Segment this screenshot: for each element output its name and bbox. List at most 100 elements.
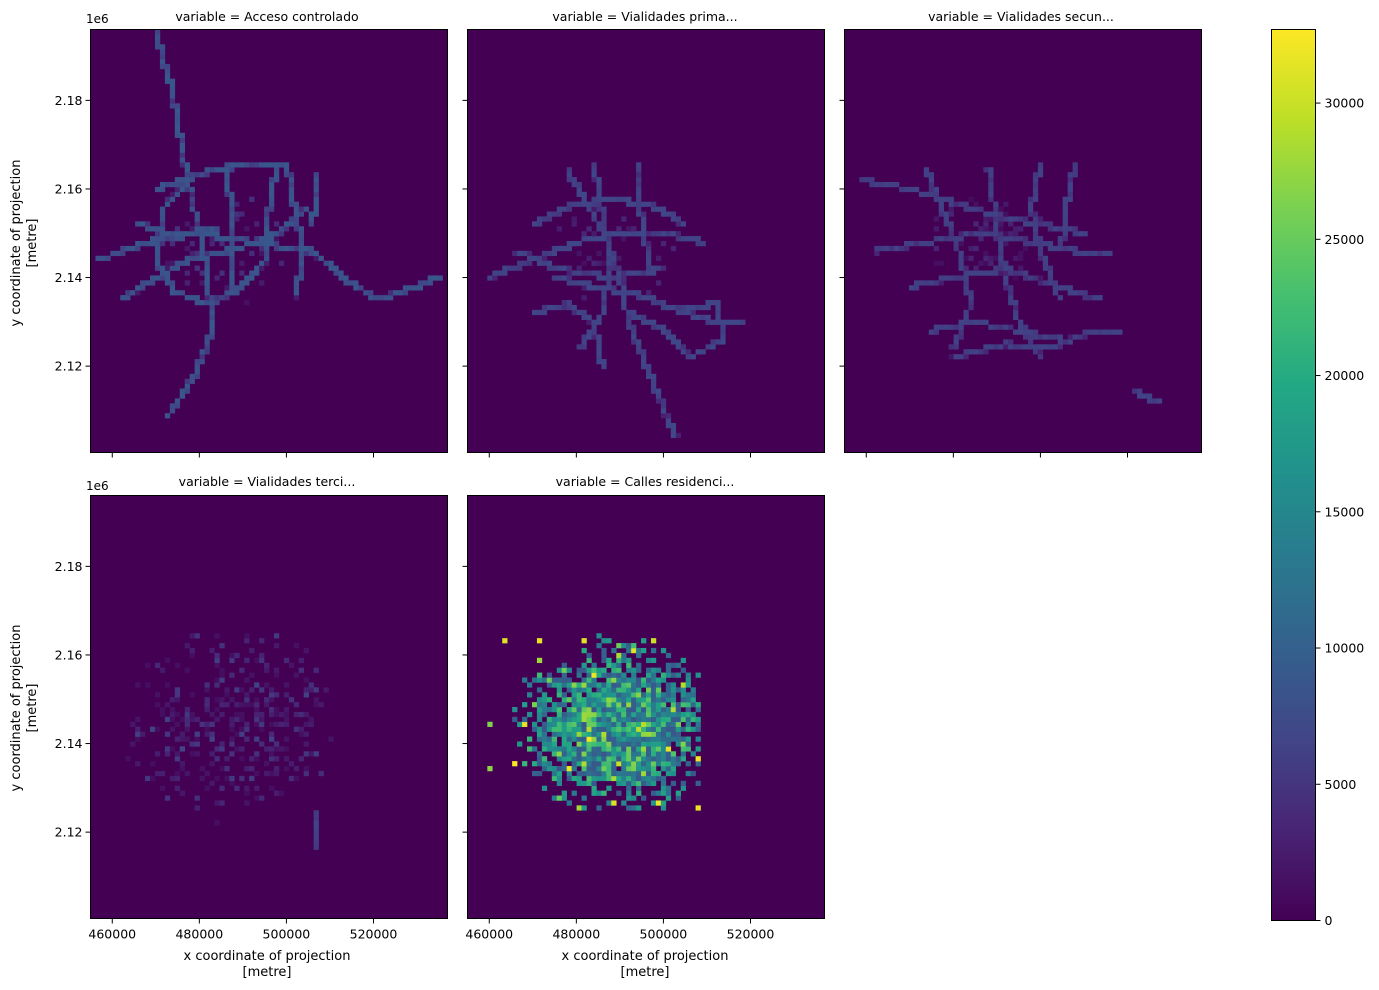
heatmap-cell bbox=[1077, 290, 1083, 296]
heatmap-cell bbox=[209, 319, 215, 325]
heatmap-cell bbox=[234, 785, 240, 791]
heatmap-cell bbox=[601, 309, 607, 316]
heatmap-cell bbox=[169, 236, 176, 242]
heatmap-cell bbox=[159, 667, 166, 673]
heatmap-cell bbox=[626, 780, 632, 786]
heatmap-cell bbox=[646, 657, 652, 664]
heatmap-cell bbox=[631, 780, 637, 786]
heatmap-cell bbox=[288, 181, 295, 188]
heatmap-cell bbox=[273, 692, 280, 698]
heatmap-cell bbox=[179, 152, 186, 158]
heatmap-cell bbox=[551, 731, 558, 737]
heatmap-cell bbox=[923, 172, 930, 178]
heatmap-cell bbox=[169, 241, 176, 247]
heatmap-cell bbox=[596, 226, 602, 232]
heatmap-cell bbox=[646, 231, 652, 237]
heatmap-cell bbox=[660, 692, 667, 698]
heatmap-cell bbox=[621, 672, 627, 678]
heatmap-cell bbox=[611, 731, 617, 737]
heatmap-cell bbox=[576, 201, 582, 207]
heatmap-cell bbox=[596, 790, 602, 796]
heatmap-cell bbox=[650, 657, 657, 664]
heatmap-cell bbox=[179, 790, 186, 796]
heatmap-cell bbox=[606, 672, 612, 678]
heatmap-cell bbox=[536, 731, 543, 737]
heatmap-cell bbox=[556, 245, 563, 252]
heatmap-cell bbox=[581, 761, 587, 767]
heatmap-cell bbox=[234, 216, 240, 222]
heatmap-cell bbox=[933, 196, 940, 202]
heatmap-cell bbox=[189, 716, 195, 723]
heatmap-cell bbox=[670, 334, 677, 340]
heatmap-cell bbox=[169, 181, 176, 188]
heatmap-cell bbox=[655, 751, 662, 757]
heatmap-cell bbox=[685, 746, 691, 752]
heatmap-cell bbox=[581, 751, 587, 757]
heatmap-cell bbox=[169, 707, 176, 713]
heatmap-cell bbox=[650, 667, 657, 673]
heatmap-cell bbox=[1047, 265, 1054, 271]
heatmap-cell bbox=[566, 736, 572, 742]
heatmap-cell bbox=[998, 206, 1004, 212]
heatmap-cell bbox=[715, 309, 721, 316]
heatmap-cell bbox=[606, 236, 612, 242]
heatmap-cell bbox=[685, 726, 691, 732]
heatmap-cell bbox=[581, 805, 587, 811]
heatmap-cell bbox=[646, 290, 652, 296]
heatmap-cell bbox=[169, 78, 176, 84]
heatmap-cell bbox=[566, 775, 572, 782]
heatmap-cell bbox=[913, 285, 920, 291]
heatmap-cell bbox=[601, 667, 607, 673]
heatmap-cell bbox=[283, 746, 290, 752]
heatmap-cell bbox=[298, 231, 305, 237]
heatmap-cell bbox=[670, 736, 677, 742]
heatmap-cell bbox=[546, 746, 553, 752]
heatmap-cell bbox=[556, 766, 563, 772]
heatmap-cell bbox=[581, 191, 587, 198]
heatmap-cell bbox=[621, 196, 627, 202]
heatmap-cell bbox=[641, 638, 647, 644]
heatmap-cell bbox=[159, 231, 166, 237]
heatmap-cell bbox=[660, 408, 667, 414]
heatmap-cell bbox=[720, 329, 726, 335]
heatmap-cell bbox=[1013, 255, 1019, 261]
heatmap-cell bbox=[948, 344, 954, 350]
heatmap-cell bbox=[1087, 250, 1093, 257]
heatmap-cell bbox=[650, 672, 657, 678]
heatmap-cell bbox=[621, 652, 627, 659]
heatmap-cell bbox=[983, 231, 989, 237]
heatmap-cell bbox=[159, 265, 166, 271]
heatmap-cell bbox=[636, 780, 642, 786]
heatmap-cell bbox=[159, 241, 166, 247]
heatmap-cell bbox=[581, 682, 587, 688]
heatmap-cell bbox=[665, 672, 672, 678]
heatmap-cell bbox=[189, 191, 195, 198]
heatmap-cell bbox=[189, 177, 195, 183]
heatmap-cell bbox=[601, 746, 607, 752]
heatmap-cell bbox=[551, 707, 558, 713]
heatmap-cell bbox=[561, 726, 567, 732]
heatmap-cell bbox=[194, 172, 200, 178]
heatmap-cell bbox=[650, 741, 657, 747]
heatmap-cell bbox=[631, 290, 637, 296]
heatmap-cell bbox=[586, 736, 592, 742]
heatmap-cell bbox=[1102, 329, 1108, 335]
heatmap-cell bbox=[601, 770, 607, 777]
heatmap-cell bbox=[705, 314, 711, 320]
heatmap-cell bbox=[675, 662, 682, 668]
heatmap-cell bbox=[606, 270, 612, 276]
heatmap-cell bbox=[1018, 250, 1024, 257]
heatmap-cell bbox=[571, 726, 577, 732]
heatmap-cell bbox=[145, 662, 151, 668]
heatmap-cell bbox=[169, 280, 176, 286]
heatmap-cell bbox=[179, 388, 186, 394]
heatmap-cell bbox=[1032, 241, 1039, 247]
heatmap-cell bbox=[214, 677, 220, 683]
heatmap-cell bbox=[199, 236, 205, 242]
heatmap-cell bbox=[670, 682, 677, 688]
heatmap-cell bbox=[1062, 231, 1068, 237]
heatmap-cell bbox=[626, 226, 632, 232]
y-tick-label: 2.18 bbox=[55, 559, 83, 574]
heatmap-cell bbox=[293, 245, 300, 252]
heatmap-cell bbox=[606, 711, 612, 718]
